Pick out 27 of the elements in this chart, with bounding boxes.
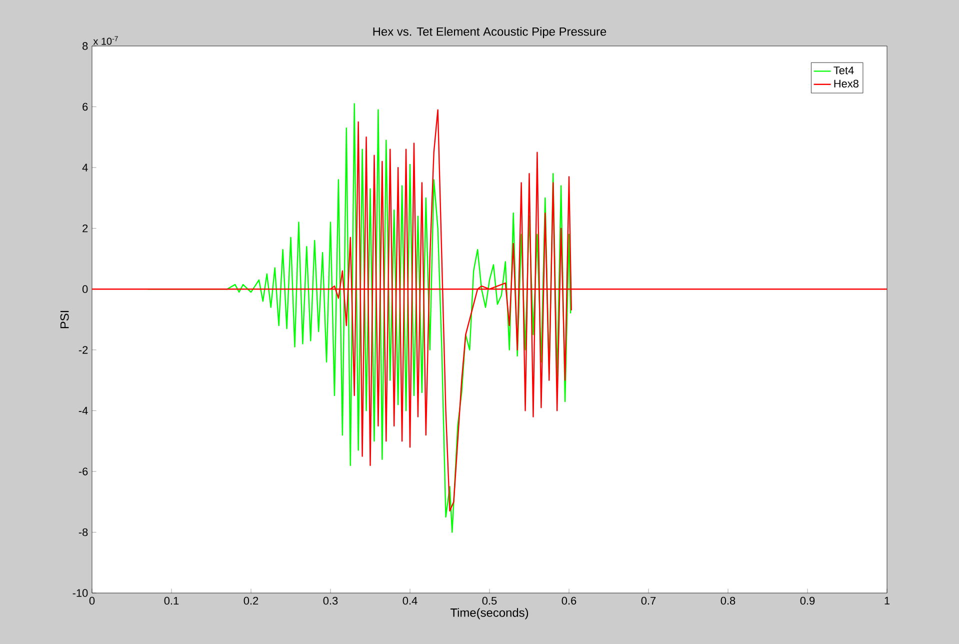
x-tick-label: 0.8 (720, 596, 736, 605)
y-tick-label: 6 (82, 102, 88, 111)
y-tick-label: 0 (82, 285, 88, 293)
x-tick-label: 0.9 (800, 596, 815, 605)
x-tick-label: 0 (89, 596, 95, 605)
y-tick-label: 4 (82, 164, 88, 172)
y-tick-label: 8 (82, 42, 88, 50)
y-tick-label: -6 (78, 468, 88, 476)
x-tick-label: 0.7 (641, 596, 656, 605)
y-tick-label: 2 (82, 224, 88, 232)
x-tick-label: 0.4 (402, 596, 418, 605)
y-tick-label: -2 (78, 346, 88, 354)
x-tick-label: 0.3 (323, 596, 338, 605)
x-tick-label: 0.1 (164, 596, 179, 605)
y-tick-label: -8 (78, 528, 88, 536)
chart-title: Hex vs. Tet Element Acoustic Pipe Pressure (373, 27, 606, 38)
legend-label: Hex8 (834, 80, 858, 88)
y-tick-label: -10 (72, 589, 88, 597)
y-tick-label: -4 (78, 406, 88, 414)
x-tick-label: 0.6 (562, 596, 576, 605)
x-axis-title: Time(seconds) (450, 608, 528, 620)
x-tick-label: 0.2 (244, 596, 258, 605)
x-tick-label: 1 (884, 596, 890, 604)
y-axis-title: PSI (60, 310, 69, 328)
legend-label: Tet4 (834, 66, 854, 74)
x-tick-label: 0.5 (482, 596, 497, 605)
text: x 10$^{-7}$ (93, 36, 118, 45)
